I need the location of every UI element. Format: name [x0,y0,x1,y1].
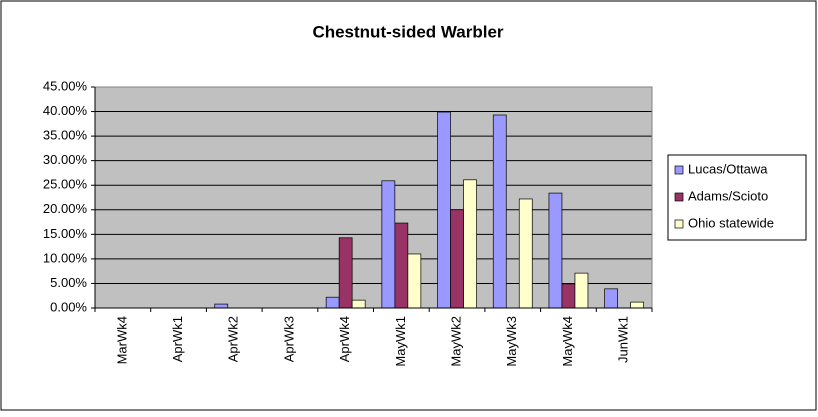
y-tick-label: 25.00% [43,177,88,192]
bar [630,301,645,309]
y-tick-label: 20.00% [43,201,88,216]
legend-swatch [674,165,684,175]
bar [492,114,507,309]
y-tick-label: 5.00% [50,275,87,290]
bar [561,283,576,309]
x-tick-label: MayWk1 [393,316,408,367]
bar [381,180,396,309]
x-tick-label: MayWk3 [504,316,519,367]
chart-title: Chestnut-sided Warbler [312,22,503,41]
x-tick-label: JunWk1 [616,316,631,363]
bar [548,192,563,309]
y-tick-label: 35.00% [43,128,88,143]
x-tick-label: AprWk2 [226,316,241,362]
legend-swatch [674,192,684,202]
bar [604,288,619,309]
legend-swatch [674,219,684,229]
bar [214,303,229,309]
bar [518,198,533,309]
bar [407,253,422,309]
x-tick-label: AprWk4 [337,316,352,362]
bar [338,237,353,309]
legend-label: Adams/Scioto [688,188,768,203]
bar [351,299,366,309]
bar [437,111,451,309]
bar [463,179,477,309]
y-tick-label: 15.00% [43,226,88,241]
plot-area [95,87,652,308]
y-tick-label: 45.00% [43,78,88,93]
bar [394,222,409,309]
y-tick-label: 30.00% [43,152,88,167]
y-tick-label: 10.00% [43,250,88,265]
x-tick-label: AprWk3 [281,316,296,362]
y-tick-label: 40.00% [43,103,88,118]
legend [667,154,807,241]
x-tick-label: MayWk4 [560,316,575,367]
bar [325,296,340,309]
x-tick-label: AprWk1 [170,316,185,362]
bar [450,209,464,309]
legend-label: Ohio statewide [688,215,774,230]
y-tick-label: 0.00% [50,299,87,314]
bar [574,272,589,309]
legend-label: Lucas/Ottawa [688,161,768,176]
x-tick-label: MarWk4 [114,316,129,364]
x-tick-label: MayWk2 [448,316,463,367]
